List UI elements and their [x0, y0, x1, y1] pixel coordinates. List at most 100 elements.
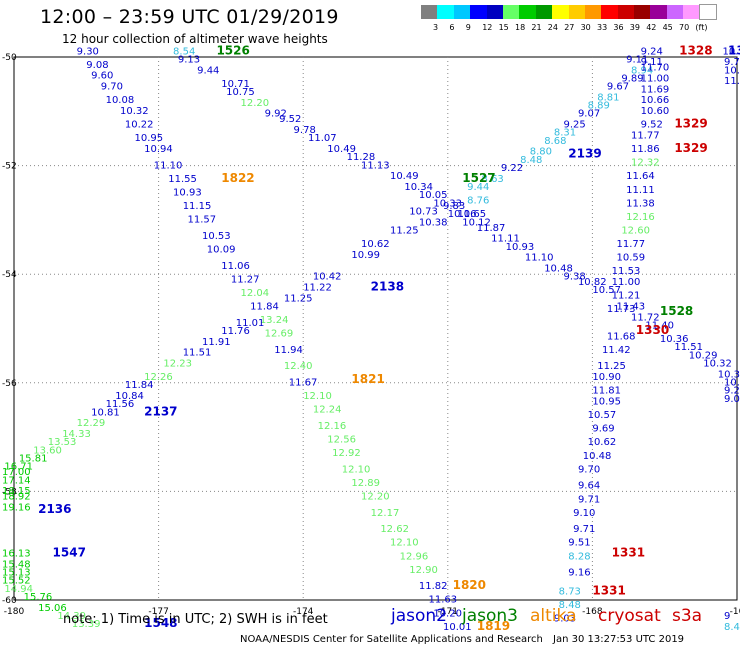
wave-height-value: 10.37: [723, 46, 740, 57]
scale-label: 33: [597, 23, 608, 32]
lon-tick-label: -168: [582, 607, 603, 617]
wave-height-value: 9.92: [265, 109, 287, 120]
scale-label: 39: [629, 23, 640, 32]
wave-height-value: 10.81: [91, 407, 120, 418]
wave-height-value: 12.32: [631, 158, 660, 169]
wave-height-value: 9.70: [101, 82, 123, 93]
wave-height-value: 11.4: [724, 76, 740, 87]
wave-height-value: 8.94: [631, 65, 653, 76]
wave-height-value: 10.62: [361, 239, 390, 250]
wave-height-value: 12.20: [241, 98, 270, 109]
wave-height-value: 11.64: [626, 171, 655, 182]
map-title: 12:00 – 23:59 UTC 01/29/2019: [40, 6, 339, 28]
generated-timestamp: Jan 30 13:27:53 UTC 2019: [553, 634, 685, 645]
wave-height-value: 11.06: [221, 261, 250, 272]
wave-height-value: 11.42: [602, 345, 631, 356]
wave-height-value: 9.08: [86, 60, 108, 71]
wave-height-value: 19.16: [2, 502, 31, 513]
wave-height-value: 10.71: [221, 79, 250, 90]
lat-tick-label: -54: [2, 270, 17, 280]
lat-tick-label: -58: [2, 487, 17, 497]
lat-tick-label: -50: [2, 53, 17, 63]
wave-height-value: 13.39: [72, 619, 101, 630]
wave-height-value: 11.07: [308, 133, 337, 144]
legend-s3a: s3a: [672, 606, 703, 626]
wave-height-value: 12.40: [284, 361, 313, 372]
wave-height-value: 15.48: [2, 559, 31, 570]
wave-height-value: 10.62: [588, 437, 617, 448]
wave-height-value: 9.51: [568, 538, 590, 549]
wave-height-value: 11.77: [631, 130, 660, 141]
wave-height-value: 8.73: [559, 587, 581, 598]
legend-jason2: jason2: [391, 606, 447, 626]
wave-height-value: 12.10: [303, 391, 332, 402]
wave-height-value: 9.44: [467, 182, 489, 193]
wave-height-value: 8.54: [173, 46, 195, 57]
wave-height-value: 10.01: [443, 622, 472, 633]
wave-height-value: 10.49: [327, 144, 356, 155]
lon-tick-label: -177: [148, 607, 168, 617]
wave-height-value: 11.11: [626, 185, 655, 196]
wave-height-value: 10.16: [448, 209, 477, 220]
track-pass-label: 1822: [221, 171, 254, 185]
scale-unit: (ft): [695, 23, 708, 32]
wave-height-value: 8.28: [568, 551, 590, 562]
wave-height-value: 10.99: [351, 250, 380, 261]
wave-height-value: 11.10: [525, 253, 554, 264]
wave-height-value: 16.13: [2, 549, 31, 560]
wave-height-value: 9.24: [641, 46, 663, 57]
wave-height-value: 10.93: [173, 187, 202, 198]
wave-height-value: 11.84: [250, 301, 279, 312]
scale-label: 12: [482, 23, 493, 32]
wave-height-value: 9.38: [563, 272, 585, 283]
legend-jason3: jason3: [462, 606, 518, 626]
wave-height-value: 11.00: [612, 277, 641, 288]
scale-label: 45: [662, 23, 673, 32]
wave-height-value: 11.81: [592, 386, 621, 397]
wave-height-value: 12.89: [351, 478, 380, 489]
wave-height-value: 18.15: [2, 486, 31, 497]
wave-height-value: 10.48: [583, 451, 612, 462]
lat-tick-label: -56: [2, 379, 17, 389]
wave-height-value: 9.60: [91, 71, 113, 82]
wave-height-value: 12.10: [342, 464, 371, 475]
map-frame: [13, 56, 738, 601]
track-pass-label: 1548: [144, 616, 177, 630]
wave-height-value: 11.38: [626, 198, 655, 209]
wave-height-value: 11.27: [231, 274, 260, 285]
wave-height-value: 12.62: [380, 524, 409, 535]
wave-height-value: 13.53: [48, 437, 77, 448]
wave-height-value: 10.32: [703, 359, 732, 370]
wave-height-value: 11.25: [597, 361, 626, 372]
wave-height-value: 9.71: [573, 524, 595, 535]
wave-height-value: 10.57: [592, 285, 621, 296]
map-subtitle: 12 hour collection of altimeter wave hei…: [62, 32, 328, 46]
wave-height-value: 10.38: [419, 217, 448, 228]
wave-height-value: 11.87: [477, 223, 506, 234]
track-pass-label: 1528: [660, 304, 693, 318]
wave-height-value: 11.13: [361, 160, 390, 171]
lon-tick-label: -16: [730, 607, 740, 617]
wave-height-value: 8.68: [544, 136, 566, 147]
wave-height-value: 10.59: [617, 253, 646, 264]
wave-height-value: 12.69: [265, 329, 294, 340]
wave-height-value: 8.48: [520, 155, 542, 166]
credit-line: NOAA/NESDIS Center for Satellite Applica…: [240, 634, 543, 645]
wave-height-value: 9.74: [724, 57, 740, 68]
wave-height-value: 10.93: [506, 242, 535, 253]
wave-height-value: 15.76: [24, 592, 53, 603]
scale-swatch: [650, 5, 667, 19]
wave-height-value: 12.04: [241, 288, 270, 299]
wave-height-value: 9.09: [724, 394, 740, 405]
wave-height-value: 9.13: [178, 54, 200, 65]
wave-height-value: 12.56: [327, 435, 356, 446]
wave-height-value: 9.16: [568, 568, 590, 579]
wave-height-value: 9.67: [607, 82, 629, 93]
track-pass-label: 1821: [351, 372, 384, 386]
wave-height-value: 10.82: [578, 277, 607, 288]
wave-height-value: 12.16: [626, 212, 655, 223]
wave-height-value: 13.60: [33, 445, 62, 456]
scale-swatch: [486, 5, 503, 19]
lat-tick-label: -60: [2, 596, 17, 606]
color-scale-labels: 3 6 9 12 15 18 21 24 27 30 33 36 39 42 45 70 (ft): [421, 23, 721, 35]
